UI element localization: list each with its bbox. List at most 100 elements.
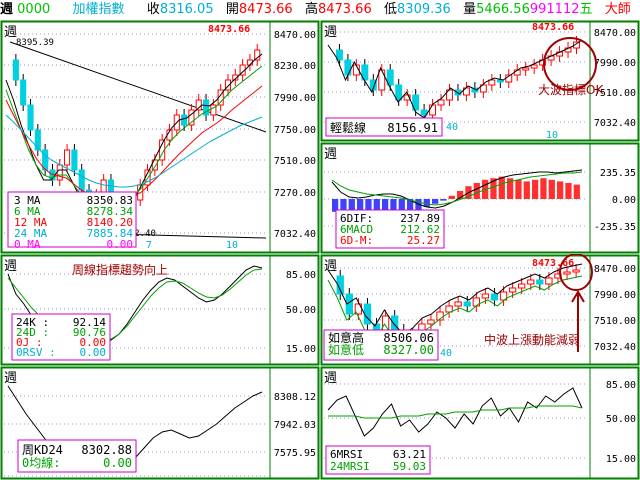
macd-chart-svg: 235.35 0.00 -235.35 週 6DIF: 237.89 6MACD 212.62… [320,142,640,254]
x-label: 10 [226,240,238,251]
period-icon: 週 [324,147,337,162]
peak-price-label: 8473.66 [532,22,574,33]
macd-bar [398,199,405,217]
macd-value: 237.89 [400,212,440,225]
relax-candle [369,79,377,91]
indicator-box [335,209,445,249]
macd-bar [565,183,572,199]
y-tick-label: 7032.40 [594,118,636,129]
main-candle [27,104,34,131]
ruyi-candle [481,293,490,299]
period-icon: 週 [0,2,14,17]
kd-value: 92.14 [73,316,106,329]
weekday: 五 [579,2,593,17]
ma-legend-label: 0 MA [14,238,41,251]
y-tick-label: 7270.00 [274,188,316,199]
main-candle [254,49,261,61]
ruyi-candle [563,271,571,275]
relax-candle [573,41,580,49]
ma-legend-value: 8140.20 [87,216,133,229]
main-candle [202,99,210,116]
y-tick-label: 8230.00 [274,61,316,72]
ruyi-chart-svg: 8470.00 7990.00 7510.00 7032.40 週 8473.66 中波上漲… [320,254,640,366]
macd-bar [573,184,580,199]
ruyi-candle [345,293,353,315]
ruyi-candle [472,297,480,307]
high-label: 高 [304,2,318,17]
volume-label: 量 [463,2,477,17]
y-tick-label: 85.00 [286,270,316,281]
relax-line [327,39,583,119]
y-tick-label: 50.00 [606,414,636,425]
y-tick-label: 7942.03 [274,420,316,431]
macd-panel[interactable]: 235.35 0.00 -235.35 週 6DIF: 237.89 6MACD 212.62… [320,142,640,254]
ruyi-high-line [327,263,583,335]
relax-candle [522,67,530,71]
period-icon: 週 [324,25,337,40]
week-kd-value: 8302.88 [81,443,132,457]
relax-candle [530,64,538,69]
ruyi-value: 8327.00 [383,343,434,357]
stock-code: 0000 [17,2,51,17]
ma-legend-value: 7885.84 [87,227,134,240]
period-icon: 週 [4,25,17,40]
period-icon: 週 [324,259,337,274]
y-tick-label: 0.00 [612,195,636,206]
relax-box-label: 輕鬆線 [330,120,366,135]
y-tick-label: 8470.00 [274,30,316,41]
main-candle [12,59,19,81]
y-tick-label: 7032.40 [594,342,636,353]
relax-candle [488,79,496,86]
low-label: 40 [446,122,458,133]
main-candle [188,109,195,126]
volume-value: 5466.56 [476,2,530,17]
week-kd-panel[interactable]: 8308.12 7942.03 7575.95 週周KD24 8302.88 0均線: 0.… [0,366,320,480]
y-tick-label: 50.00 [286,305,316,316]
kd-panel[interactable]: 85.00 50.00 15.00 週 周線指標趨勢向上 24K : 92.14 24D : 9… [0,254,320,366]
mrsi-chart-svg: 85.00 50.00 15.00 週 6MRSI 63.21 24MRSI 59.03 [320,366,640,480]
low-value: 8309.36 [397,2,451,17]
ruyi-candle [518,283,526,289]
ruyi-candle [336,275,344,295]
y-tick-label: 7510.00 [594,316,636,327]
mrsi6-line [327,387,583,437]
peak-price-label: 8473.66 [532,258,574,269]
ruyi-candle [508,287,517,293]
panel-border [320,20,640,142]
ma3-line [5,53,263,211]
y-tick-label: -235.35 [594,222,636,233]
ruyi-candle [490,293,499,301]
relax-candle [471,87,479,93]
y-tick-label: 8308.12 [274,392,316,403]
mrsi-value: 59.03 [393,460,426,473]
mrsi-panel[interactable]: 85.00 50.00 15.00 週 6MRSI 63.21 24MRSI 59.03 [320,366,640,480]
main-candle [56,164,63,181]
y-tick-label: 7575.95 [274,448,316,459]
mrsi-label: 24MRSI [330,460,370,473]
stock-name[interactable]: 加權指數 [72,2,125,17]
macd-line [331,171,583,206]
indicator-box [17,439,137,473]
highlight-circle [543,37,597,91]
ruyi-candle [536,279,544,285]
main-candle [151,159,158,171]
y-tick-label: 15.00 [606,454,636,465]
main-candlestick-panel[interactable]: 8470.00 8230.00 7990.00 7750.00 7510.00 7270.… [0,20,320,254]
relax-line-panel[interactable]: 8470.00 7990.00 7510.00 7032.40 週 8473.66 大波指標… [320,20,640,142]
panel-border [0,254,320,366]
y-tick-label: 8470.00 [594,28,636,39]
indicator-box [325,117,443,137]
low-label: 40 [440,348,452,359]
y-tick-label: 235.35 [600,168,636,179]
ruyi-panel[interactable]: 8470.00 7990.00 7510.00 7032.40 週 8473.66 中波上漲… [320,254,640,366]
close-label: 收 [146,2,160,17]
ruyi-label: 如意低 [328,342,364,357]
main-candle [20,79,27,106]
quote-header: 週 0000 加權指數 收8316.05 開8473.66 高8473.66 低… [0,0,640,20]
kd-value: 90.76 [73,326,106,339]
relax-candle [496,79,504,83]
period-icon: 週 [324,371,337,386]
relax-candle [335,49,343,61]
panel-border [0,366,320,480]
close-value: 8316.05 [159,2,214,17]
